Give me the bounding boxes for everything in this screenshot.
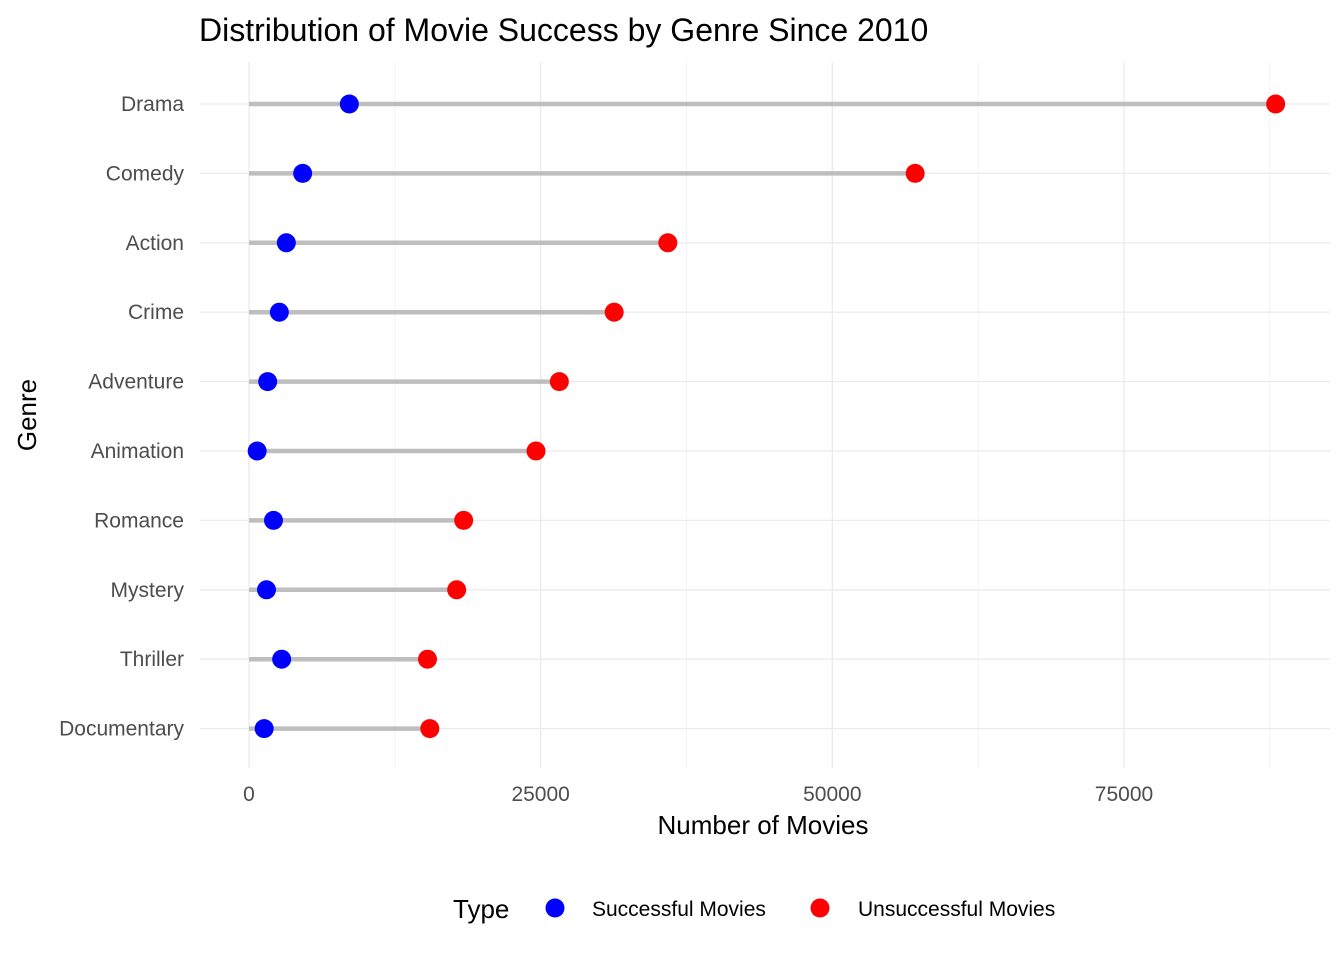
- y-tick-label: Drama: [121, 93, 184, 116]
- x-tick-label: 50000: [803, 783, 861, 806]
- y-tick-label: Crime: [128, 301, 184, 324]
- unsuccessful-point-thriller: [418, 649, 437, 669]
- successful-point-romance: [264, 510, 283, 530]
- successful-point-comedy: [293, 163, 313, 183]
- successful-point-drama: [339, 94, 359, 114]
- unsuccessful-point-adventure: [549, 372, 569, 392]
- x-tick-label: 0: [243, 783, 255, 806]
- legend-key-successful: [545, 898, 565, 918]
- unsuccessful-point-comedy: [905, 163, 925, 183]
- y-tick-label: Action: [126, 232, 184, 255]
- successful-point-documentary: [254, 719, 274, 739]
- successful-point-thriller: [272, 649, 292, 669]
- x-tick-label: 75000: [1095, 783, 1153, 806]
- unsuccessful-point-crime: [604, 302, 624, 322]
- unsuccessful-point-mystery: [447, 580, 467, 600]
- lollipop-points: [247, 94, 1286, 739]
- x-tick-labels: 0 25000 50000 75000: [243, 783, 1153, 806]
- y-tick-label: Documentary: [59, 718, 184, 741]
- grid-lines: [200, 62, 1330, 768]
- unsuccessful-point-action: [658, 233, 678, 253]
- x-axis-title: Number of Movies: [658, 810, 869, 840]
- lollipop-segments: [249, 101, 1276, 731]
- successful-point-crime: [269, 302, 289, 322]
- legend-label-unsuccessful: Unsuccessful Movies: [858, 898, 1055, 921]
- legend-key-unsuccessful: [810, 898, 830, 918]
- successful-point-animation: [247, 441, 267, 461]
- successful-point-adventure: [258, 372, 278, 392]
- y-tick-labels: Drama Comedy Action Crime Adventure Animation…: [59, 93, 184, 741]
- legend-title: Type: [453, 894, 509, 924]
- chart-title: Distribution of Movie Success by Genre S…: [199, 12, 928, 48]
- y-tick-label: Thriller: [120, 648, 184, 671]
- y-tick-label: Adventure: [88, 371, 184, 394]
- unsuccessful-point-documentary: [420, 719, 440, 739]
- y-tick-label: Animation: [91, 440, 184, 463]
- y-tick-label: Comedy: [106, 162, 185, 185]
- x-tick-label: 25000: [511, 783, 569, 806]
- unsuccessful-point-drama: [1266, 94, 1286, 114]
- unsuccessful-point-animation: [526, 441, 546, 461]
- unsuccessful-point-romance: [454, 510, 474, 530]
- legend-label-successful: Successful Movies: [592, 898, 766, 921]
- y-tick-label: Mystery: [111, 579, 185, 602]
- legend: Type Successful Movies Unsuccessful Movi…: [453, 894, 1055, 924]
- y-axis-title: Genre: [12, 379, 42, 451]
- successful-point-action: [276, 233, 296, 253]
- y-tick-label: Romance: [94, 509, 184, 532]
- successful-point-mystery: [257, 580, 276, 600]
